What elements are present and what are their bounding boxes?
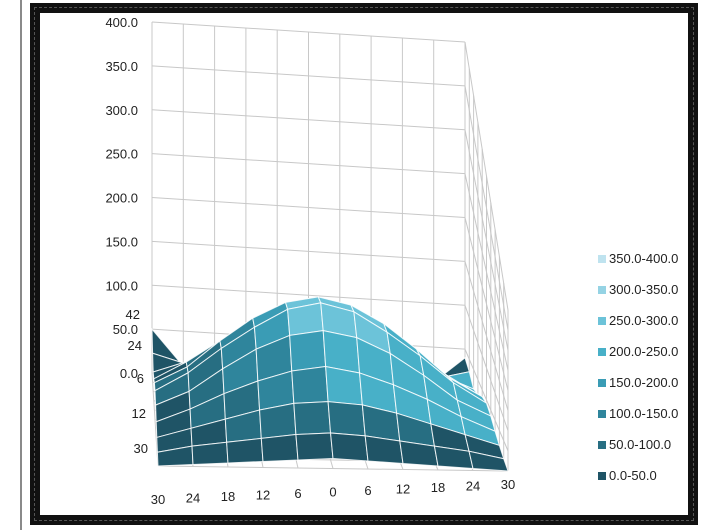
z-tick-label: 0.0 xyxy=(120,366,138,381)
y-tick-label: 30 xyxy=(134,441,148,456)
y-axis-labels: 30 12 6 24 42 xyxy=(126,307,148,456)
x-tick-label: 12 xyxy=(256,488,270,503)
x-tick-label: 18 xyxy=(431,480,445,495)
x-axis-labels: 30 24 18 12 6 0 6 12 18 24 30 xyxy=(151,477,515,507)
surface-patch xyxy=(468,450,509,472)
surface-patch xyxy=(289,330,327,372)
legend-label: 350.0-400.0 xyxy=(609,251,679,266)
surface-patch xyxy=(329,432,369,462)
x-tick-label: 6 xyxy=(294,486,301,501)
legend-swatch xyxy=(598,409,606,418)
legend: 350.0-400.0 300.0-350.0 250.0-300.0 200.… xyxy=(598,243,678,491)
legend-swatch xyxy=(598,440,606,449)
chart-frame[interactable]: 0.0 50.0 100.0 150.0 200.0 250.0 300.0 350.0 400… xyxy=(30,3,698,525)
legend-swatch xyxy=(598,285,606,294)
surface-chart: 0.0 50.0 100.0 150.0 200.0 250.0 300.0 350.0 400… xyxy=(105,15,515,507)
legend-swatch xyxy=(598,347,606,356)
surface-patch xyxy=(295,432,334,461)
x-tick-label: 0 xyxy=(329,485,336,500)
surface-patch xyxy=(322,329,361,374)
surface-patch xyxy=(191,441,229,466)
y-tick-label: 6 xyxy=(137,371,144,386)
z-tick-label: 200.0 xyxy=(105,191,138,206)
x-tick-label: 30 xyxy=(151,492,165,507)
surface xyxy=(151,296,509,472)
z-tick-label: 150.0 xyxy=(105,234,138,249)
x-tick-label: 24 xyxy=(466,479,480,494)
z-tick-label: 300.0 xyxy=(105,103,138,118)
y-tick-label: 24 xyxy=(128,338,142,353)
legend-item: 50.0-100.0 xyxy=(598,429,678,460)
surface-patch xyxy=(327,401,366,437)
z-tick-label: 50.0 xyxy=(113,322,138,337)
surface-patch xyxy=(226,437,264,464)
legend-item: 100.0-150.0 xyxy=(598,398,678,429)
x-tick-label: 12 xyxy=(396,482,410,497)
legend-label: 50.0-100.0 xyxy=(609,437,672,452)
surface-patch xyxy=(325,365,363,406)
legend-label: 300.0-350.0 xyxy=(609,282,679,297)
legend-item: 350.0-400.0 xyxy=(598,243,678,274)
legend-label: 200.0-250.0 xyxy=(609,344,679,359)
legend-label: 0.0-50.0 xyxy=(609,468,657,483)
z-tick-label: 250.0 xyxy=(105,147,138,162)
legend-item: 250.0-300.0 xyxy=(598,305,678,336)
legend-item: 150.0-200.0 xyxy=(598,367,678,398)
legend-item: 0.0-50.0 xyxy=(598,460,678,491)
legend-label: 250.0-300.0 xyxy=(609,313,679,328)
legend-swatch xyxy=(598,316,606,325)
x-tick-label: 6 xyxy=(364,483,371,498)
y-tick-label: 12 xyxy=(132,406,146,421)
z-axis-labels: 0.0 50.0 100.0 150.0 200.0 250.0 300.0 350.0 400… xyxy=(105,15,138,381)
surface-patch xyxy=(293,401,332,436)
z-tick-label: 400.0 xyxy=(105,15,138,30)
x-tick-label: 24 xyxy=(186,491,200,506)
surface-patch xyxy=(291,365,329,404)
z-tick-label: 350.0 xyxy=(105,59,138,74)
surface-patch xyxy=(259,402,297,439)
legend-item: 200.0-250.0 xyxy=(598,336,678,367)
legend-item: 300.0-350.0 xyxy=(598,274,678,305)
legend-label: 150.0-200.0 xyxy=(609,375,679,390)
surface-patch xyxy=(287,302,324,337)
x-tick-label: 18 xyxy=(221,489,235,504)
legend-label: 100.0-150.0 xyxy=(609,406,679,421)
surface-patch xyxy=(260,433,299,462)
legend-swatch xyxy=(598,378,606,387)
legend-swatch xyxy=(598,471,606,480)
z-tick-label: 100.0 xyxy=(105,278,138,293)
left-panel-edge xyxy=(0,0,22,530)
y-tick-label: 42 xyxy=(126,307,140,322)
legend-swatch xyxy=(598,254,606,263)
x-tick-label: 30 xyxy=(501,477,515,492)
